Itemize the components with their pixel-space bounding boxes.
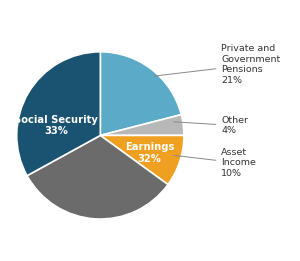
Wedge shape xyxy=(100,52,181,135)
Text: Asset
Income
10%: Asset Income 10% xyxy=(174,148,256,178)
Wedge shape xyxy=(100,115,184,135)
Wedge shape xyxy=(100,135,184,185)
Wedge shape xyxy=(17,52,100,176)
Text: Other
4%: Other 4% xyxy=(174,116,248,135)
Wedge shape xyxy=(27,135,168,219)
Text: Social Security
33%: Social Security 33% xyxy=(14,115,98,137)
Text: Earnings
32%: Earnings 32% xyxy=(125,142,174,164)
Text: Private and
Government
Pensions
21%: Private and Government Pensions 21% xyxy=(154,44,280,85)
